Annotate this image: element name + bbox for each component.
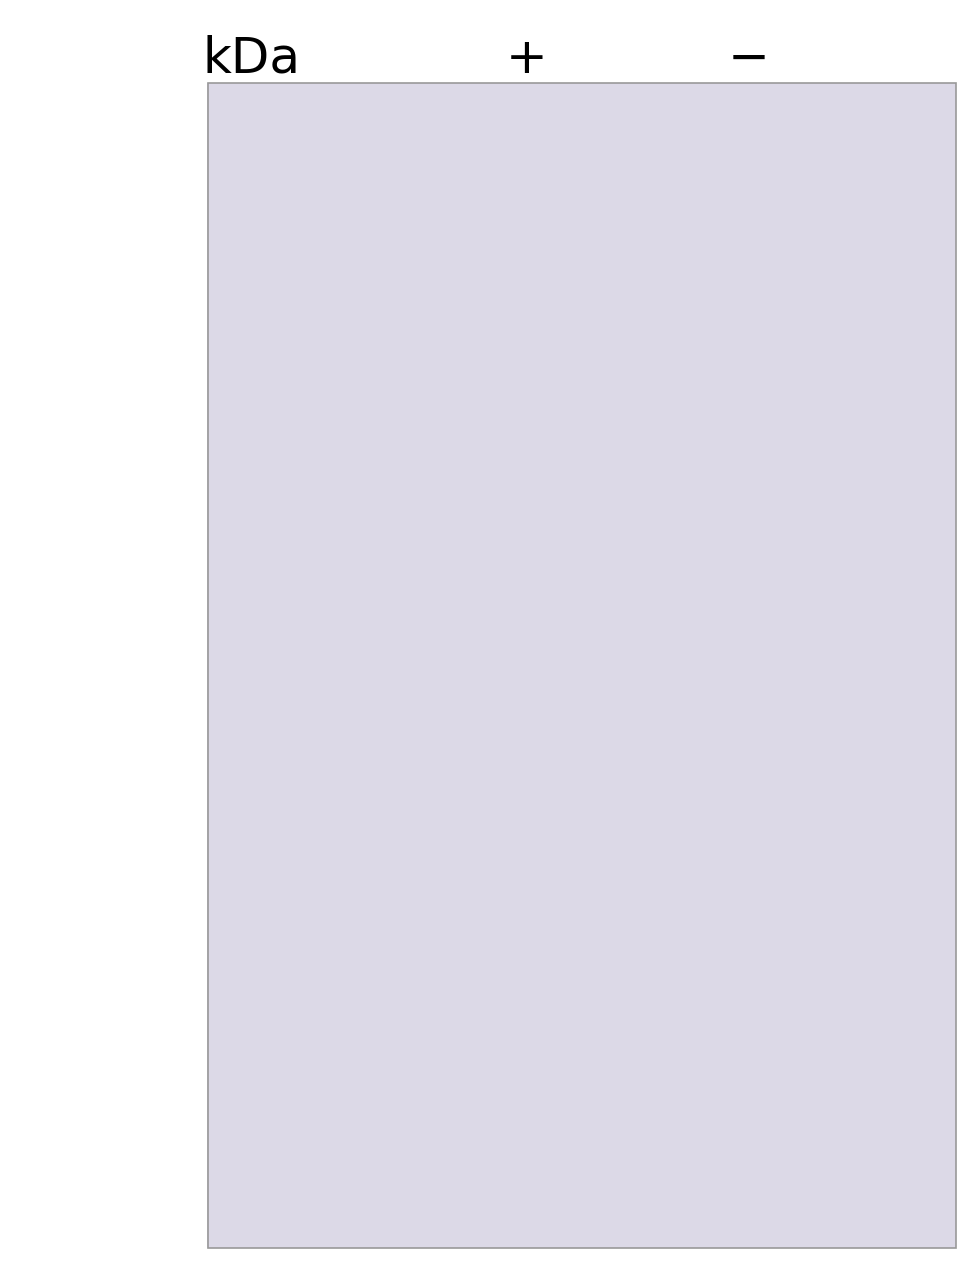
- Text: −: −: [727, 35, 770, 83]
- Text: kDa: kDa: [202, 35, 300, 83]
- Bar: [208, 83, 956, 1248]
- Text: +: +: [505, 35, 548, 83]
